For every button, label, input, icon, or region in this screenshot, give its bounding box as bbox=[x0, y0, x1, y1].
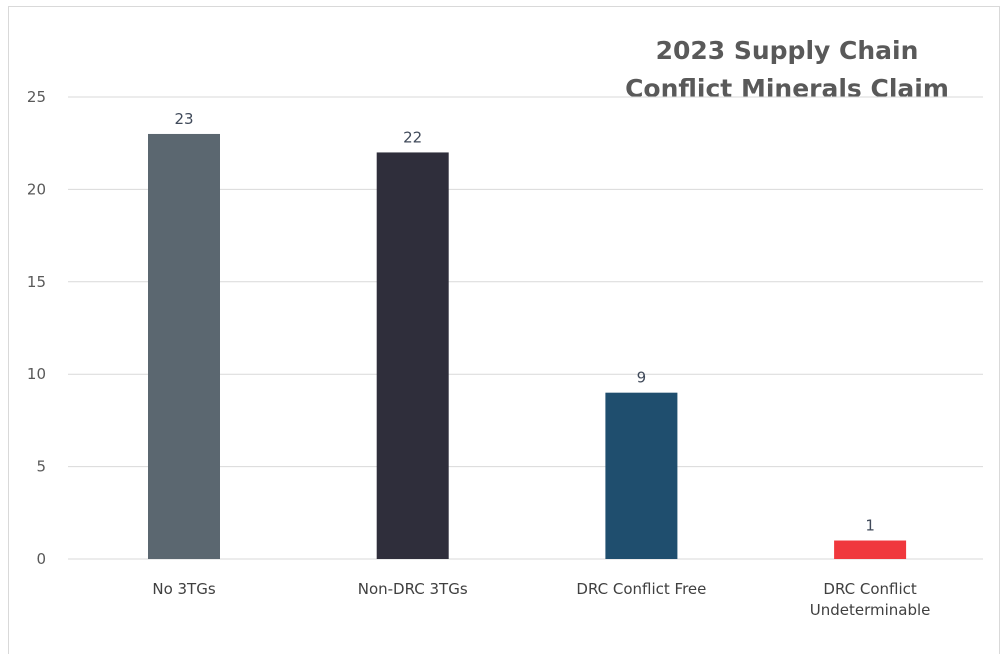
data-label: 9 bbox=[637, 369, 647, 387]
bar bbox=[605, 392, 678, 559]
bar bbox=[148, 133, 220, 559]
bar bbox=[834, 540, 907, 559]
y-tick-label: 0 bbox=[36, 550, 46, 568]
y-tick-label: 5 bbox=[36, 458, 46, 476]
gridlines bbox=[68, 96, 983, 560]
y-tick-label: 25 bbox=[27, 88, 46, 106]
x-category-label: DRC Conflict bbox=[823, 580, 916, 598]
data-label: 1 bbox=[865, 517, 875, 535]
data-label: 22 bbox=[403, 128, 422, 146]
x-axis-categories: No 3TGs Non-DRC 3TGs DRC Conflict Free DRC … bbox=[152, 580, 930, 619]
data-labels: 23 22 9 1 bbox=[174, 110, 874, 535]
bars bbox=[148, 133, 907, 559]
x-category-label: Non-DRC 3TGs bbox=[358, 580, 468, 598]
y-axis-ticks: 0 5 10 15 20 25 bbox=[27, 88, 46, 568]
data-label: 23 bbox=[174, 110, 193, 128]
y-tick-label: 15 bbox=[27, 273, 46, 291]
bar bbox=[376, 152, 449, 559]
x-category-label: No 3TGs bbox=[152, 580, 215, 598]
x-category-label: Undeterminable bbox=[810, 601, 931, 619]
chart-title: 2023 Supply Chain Conflict Minerals Clai… bbox=[625, 36, 949, 103]
x-category-label: DRC Conflict Free bbox=[576, 580, 706, 598]
y-tick-label: 10 bbox=[27, 365, 46, 383]
y-tick-label: 20 bbox=[27, 180, 46, 198]
